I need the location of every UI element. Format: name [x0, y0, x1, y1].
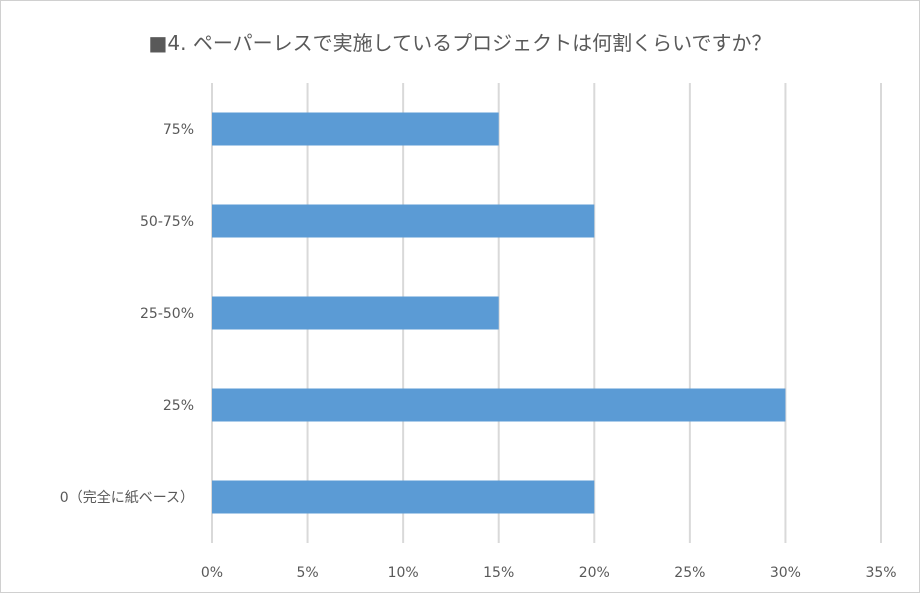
x-tick-label: 5%	[296, 565, 318, 581]
x-tick-label: 10%	[388, 565, 419, 581]
x-tick-labels: 0% 5% 10% 15% 20% 25% 30% 35%	[201, 565, 897, 581]
x-tick-label: 35%	[865, 565, 896, 581]
bar	[212, 296, 499, 330]
bar	[212, 388, 786, 422]
category-label: 50-75%	[140, 214, 194, 230]
x-tick-label: 15%	[483, 565, 514, 581]
bar	[212, 480, 595, 514]
chart-title: ■4. ペーパーレスで実施しているプロジェクトは何割くらいですか？	[148, 31, 772, 55]
category-labels: 75% 50-75% 25-50% 25% 0（完全に紙ベース）	[60, 122, 194, 506]
x-tick-label: 30%	[770, 565, 801, 581]
x-tick-label: 20%	[579, 565, 610, 581]
category-label: 0（完全に紙ベース）	[60, 489, 194, 506]
x-tick-label: 25%	[674, 565, 705, 581]
bar	[212, 204, 595, 238]
bar	[212, 112, 499, 146]
category-label: 75%	[163, 122, 194, 138]
bars	[212, 112, 786, 514]
x-tick-label: 0%	[201, 565, 223, 581]
category-label: 25-50%	[140, 306, 194, 322]
category-label: 25%	[163, 398, 194, 414]
